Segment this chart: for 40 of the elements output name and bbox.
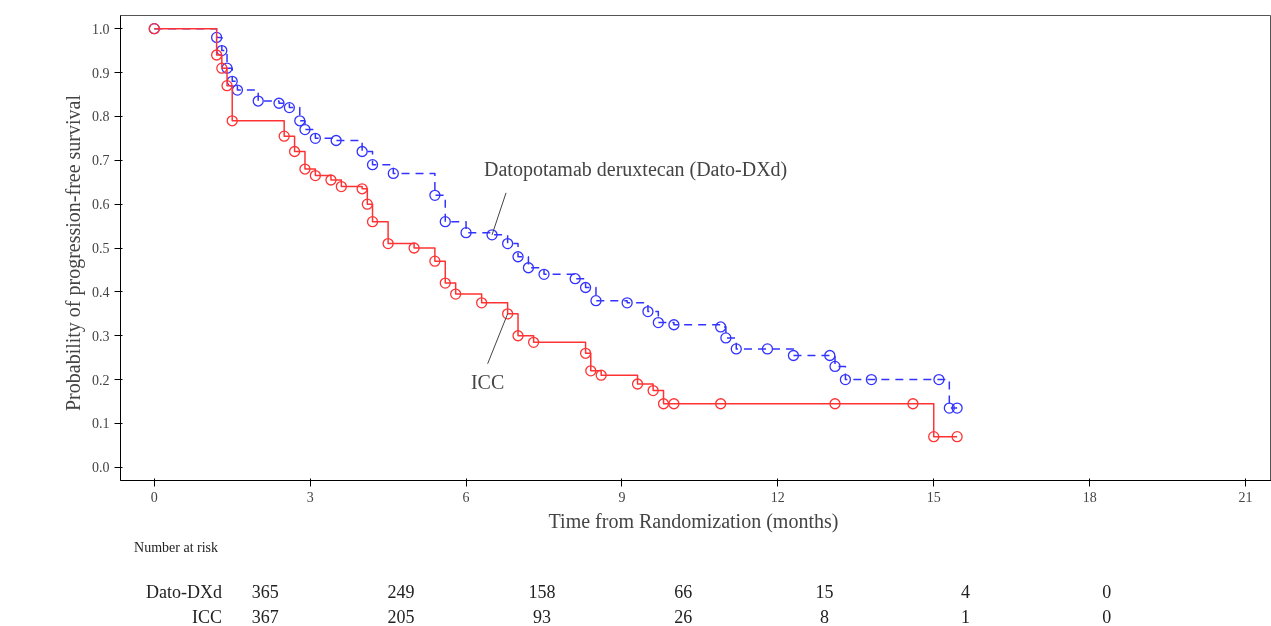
y-tick-label: 0.2 bbox=[92, 372, 110, 388]
y-tick-label: 0.1 bbox=[92, 416, 110, 432]
text: 4 bbox=[961, 582, 971, 602]
text: 8 bbox=[819, 607, 829, 626]
text: 26 bbox=[674, 607, 693, 626]
y-tick-label: 0.6 bbox=[92, 197, 110, 213]
x-tick-label: 12 bbox=[770, 489, 785, 505]
y-tick-label: 0.5 bbox=[92, 241, 110, 256]
text: 249 bbox=[387, 582, 415, 602]
x-tick-label: 3 bbox=[306, 489, 314, 505]
text: 93 bbox=[533, 607, 552, 626]
text: 66 bbox=[674, 582, 693, 602]
series-label: ICC bbox=[470, 370, 505, 393]
x-tick-label: 6 bbox=[462, 489, 470, 505]
text: 15 bbox=[815, 582, 834, 602]
x-tick-label: 9 bbox=[618, 489, 626, 505]
text: 205 bbox=[387, 607, 415, 626]
x-tick-label: 21 bbox=[1238, 489, 1253, 505]
text: Datopotamab deruxtecan (Dato-DXd) bbox=[484, 157, 788, 181]
text: 365 bbox=[251, 582, 279, 602]
y-tick-label: 1.0 bbox=[92, 21, 110, 37]
text: 0 bbox=[1102, 582, 1112, 602]
text: 158 bbox=[528, 582, 556, 602]
y-tick-label: 0.0 bbox=[92, 460, 110, 476]
x-axis-title: Time from Randomization (months) bbox=[548, 509, 839, 533]
y-tick-label: 0.7 bbox=[92, 153, 110, 169]
y-axis-title: Probability of progression-free survival bbox=[62, 94, 85, 412]
y-tick-label: 0.4 bbox=[92, 284, 110, 300]
y-tick-label: 0.8 bbox=[92, 109, 110, 125]
text: 0 bbox=[1102, 607, 1112, 626]
x-tick-label: 0 bbox=[150, 489, 158, 505]
y-tick-label: 0.3 bbox=[92, 328, 110, 344]
text: Number at risk bbox=[134, 540, 219, 555]
text: Dato-DXd bbox=[145, 581, 222, 602]
text: 367 bbox=[251, 607, 279, 626]
text: 1 bbox=[961, 607, 971, 626]
x-tick-label: 15 bbox=[926, 489, 941, 505]
text: ICC bbox=[191, 606, 222, 626]
y-tick-label: 0.9 bbox=[92, 65, 110, 81]
x-tick-label: 18 bbox=[1082, 489, 1097, 505]
